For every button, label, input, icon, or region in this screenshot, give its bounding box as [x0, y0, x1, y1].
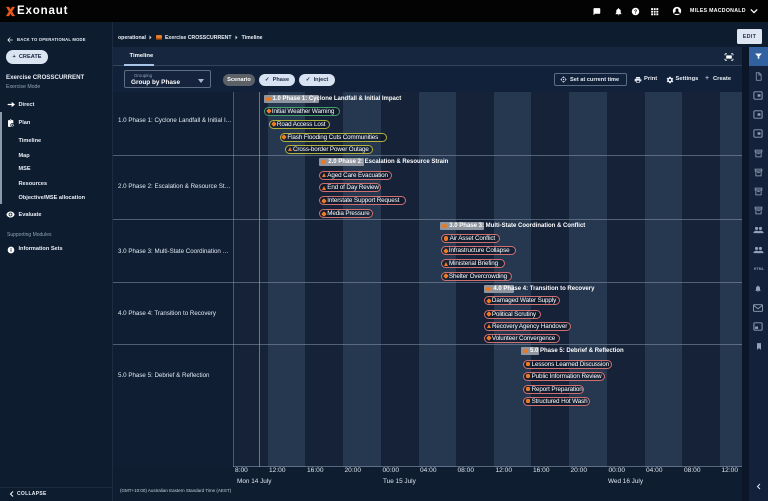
svg-text:?: ? — [634, 9, 637, 15]
